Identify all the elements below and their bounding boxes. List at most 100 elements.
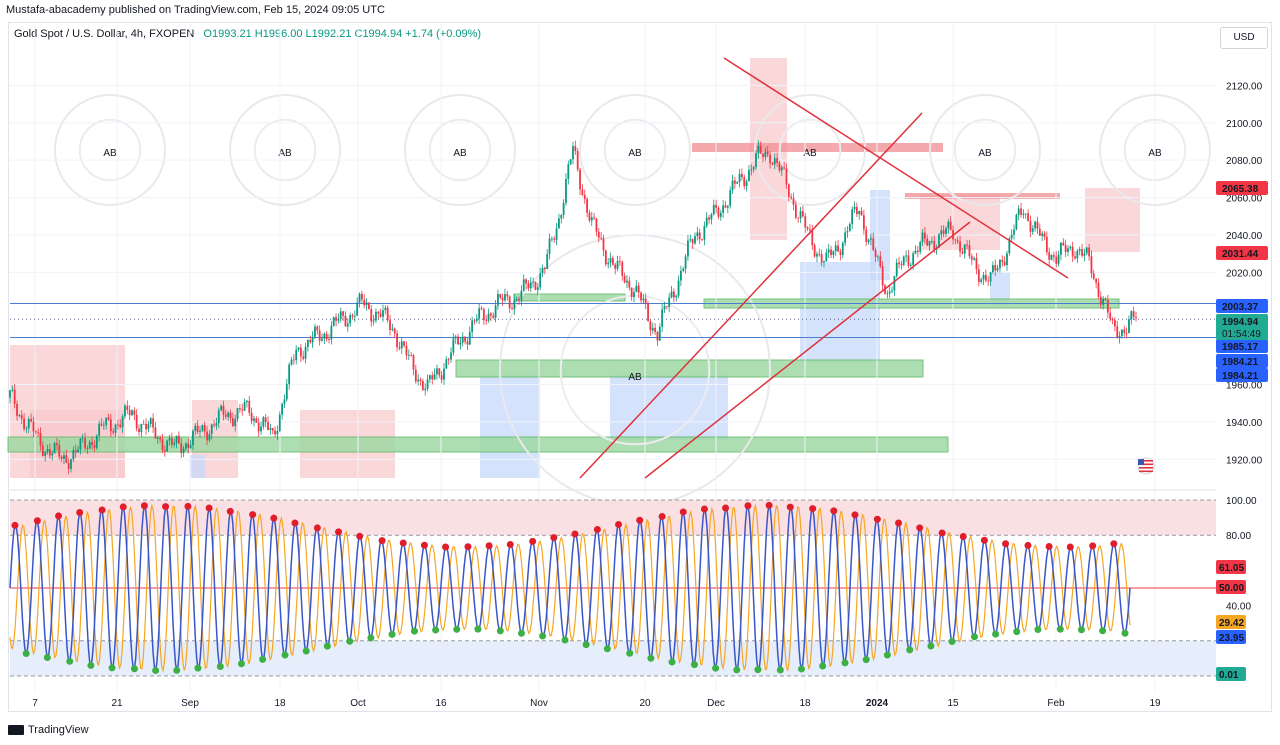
candle-body <box>149 418 152 424</box>
candle-body <box>459 342 462 345</box>
candle-body <box>1048 252 1051 260</box>
demand-zone <box>990 272 1010 305</box>
stoch-peak-dot <box>1110 540 1118 548</box>
candle-body <box>464 336 466 342</box>
candle-body <box>1083 253 1086 256</box>
candle-body <box>684 256 687 269</box>
candle-body <box>501 297 504 301</box>
candle-body <box>295 349 298 361</box>
brand-label: TradingView <box>28 724 89 736</box>
candle-body <box>77 449 79 453</box>
stoch-peak-dot <box>11 521 19 529</box>
candle-body <box>1010 234 1013 239</box>
candle-body <box>1090 256 1093 274</box>
symbol-label[interactable]: Gold Spot / U.S. Dollar, 4h, FXOPEN <box>14 28 195 40</box>
candle-body <box>661 309 664 327</box>
candle-body <box>1116 326 1119 338</box>
candle-body <box>619 261 621 262</box>
price-label-tag <box>1216 246 1268 260</box>
stoch-peak-dot <box>119 503 127 511</box>
candle-body <box>780 167 783 171</box>
trend-line[interactable] <box>579 112 923 479</box>
stoch-trough-dot <box>152 667 160 675</box>
time-tick-label: 21 <box>111 698 123 709</box>
stoch-value-tag <box>1216 615 1246 629</box>
stoch-trough-dot <box>1034 626 1042 634</box>
candle-body <box>851 209 854 224</box>
watermark-seal-inner <box>953 118 1017 182</box>
candle-body <box>410 355 413 356</box>
stoch-peak-dot <box>959 533 967 541</box>
candle-body <box>135 414 138 429</box>
price-label-tag <box>1216 368 1268 382</box>
candle-body <box>959 241 961 252</box>
candle-body <box>283 399 286 404</box>
price-tick-label: 2060.00 <box>1226 194 1263 205</box>
candle-body <box>616 261 619 269</box>
candle-body <box>1088 247 1090 257</box>
stoch-trough-dot <box>453 625 461 633</box>
candle-body <box>1022 213 1025 215</box>
candle-body <box>63 455 65 459</box>
last-price-tag <box>1216 314 1268 340</box>
candle-body <box>888 291 891 294</box>
candle-body <box>926 238 929 246</box>
candle-body <box>801 211 804 217</box>
stoch-trough-dot <box>237 660 245 668</box>
stoch-peak-dot <box>980 536 988 544</box>
candle-body <box>86 448 89 450</box>
candle-body <box>314 326 316 337</box>
candle-body <box>792 198 795 205</box>
green-zone <box>455 359 924 378</box>
candle-body <box>1001 259 1004 262</box>
candle-body <box>933 240 936 250</box>
watermark-monogram: AB <box>453 148 467 159</box>
candle-body <box>482 309 485 321</box>
trend-line[interactable] <box>723 57 1069 279</box>
price-tick-label: 2020.00 <box>1226 268 1263 279</box>
candle-body <box>611 258 614 265</box>
candle-body <box>396 333 398 348</box>
candle-body <box>307 339 309 347</box>
chart-legend: Gold Spot / U.S. Dollar, 4h, FXOPEN O199… <box>14 28 481 40</box>
candle-body <box>572 146 574 160</box>
candle-body <box>834 245 837 252</box>
candle-body <box>262 417 265 427</box>
candle-body <box>682 268 685 271</box>
stoch-peak-dot <box>420 541 428 549</box>
candle-body <box>65 455 68 463</box>
candle-body <box>23 418 25 430</box>
candle-body <box>745 181 748 187</box>
stoch-value-text: 23.95 <box>1219 633 1244 644</box>
candle-body <box>478 308 481 319</box>
stoch-peak-dot <box>1066 543 1074 551</box>
footer-brand[interactable]: TradingView <box>8 724 89 736</box>
stoch-trough-dot <box>539 632 547 640</box>
stoch-peak-dot <box>873 515 881 523</box>
price-label-text: 2065.38 <box>1222 184 1259 195</box>
currency-button[interactable]: USD <box>1220 27 1268 49</box>
candle-body <box>234 419 237 427</box>
candle-body <box>797 217 800 219</box>
candle-body <box>705 217 708 226</box>
candle-body <box>630 287 633 298</box>
candle-body <box>687 240 689 257</box>
watermark-seal-inner <box>78 118 142 182</box>
time-tick-label: 16 <box>435 698 447 709</box>
trend-line[interactable] <box>644 221 971 479</box>
candle-body <box>473 320 476 322</box>
candle-body <box>267 421 269 430</box>
candle-body <box>351 315 354 317</box>
stoch-trough-dot <box>323 642 331 650</box>
candle-body <box>124 405 126 417</box>
stoch-peak-dot <box>658 512 666 520</box>
candle-body <box>48 449 51 456</box>
stoch-peak-dot <box>313 524 321 532</box>
stoch-trough-dot <box>970 633 978 641</box>
candle-body <box>1013 229 1015 235</box>
candle-body <box>32 421 35 432</box>
candle-body <box>1135 316 1137 319</box>
flag-stripe <box>1139 470 1153 473</box>
flag-stripe <box>1139 460 1153 462</box>
